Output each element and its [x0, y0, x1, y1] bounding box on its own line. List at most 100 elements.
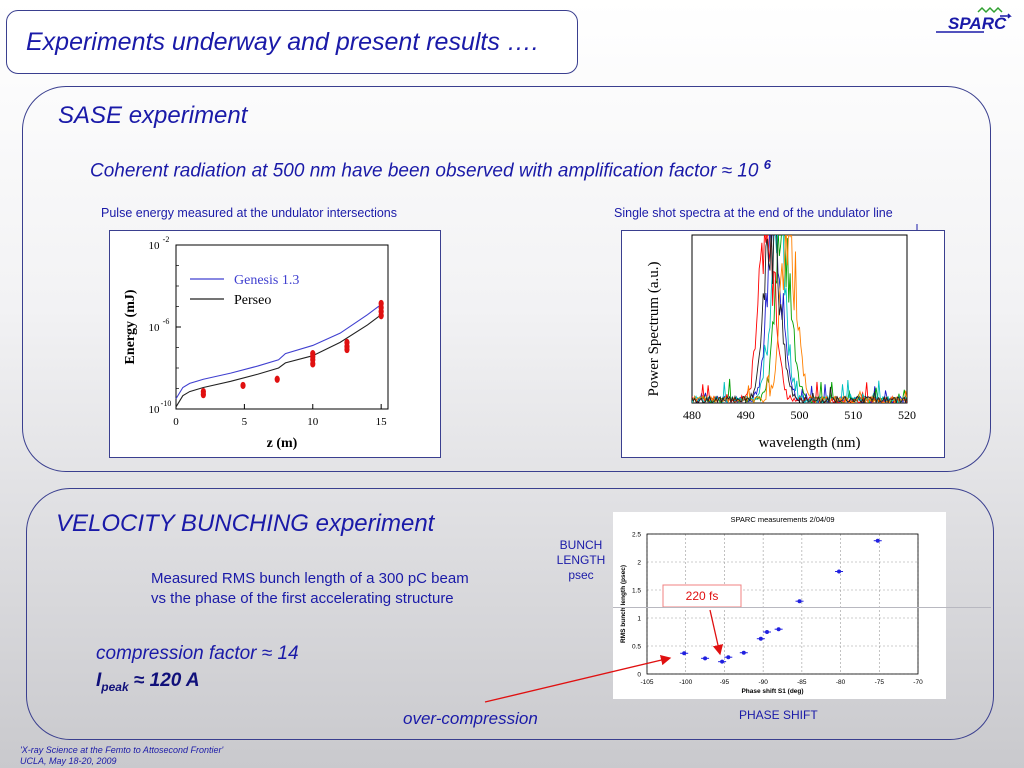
peak-current: Ipeak ≈ 120 A — [96, 670, 200, 694]
energy-measurement-point — [200, 391, 206, 399]
bunch-x-axis-label: Phase shift S1 (deg) — [741, 688, 803, 695]
bunch-data-point — [765, 630, 770, 634]
over-compression-label: over-compression — [403, 709, 538, 728]
bunch-data-point — [875, 538, 880, 543]
peak-current-symbol: I — [96, 670, 102, 691]
bunch-x-tick-label: -85 — [797, 679, 807, 686]
energy-x-tick-label: 5 — [242, 416, 248, 428]
bunch-y-tick-label: 2 — [637, 560, 641, 567]
bunch-data-point — [682, 651, 687, 656]
divider-line — [613, 607, 991, 608]
spectrum-x-tick-label: 500 — [791, 408, 809, 422]
sase-subtitle-exponent: 6 — [763, 157, 771, 172]
bunch-data-point — [837, 569, 842, 574]
sase-heading: SASE experiment — [58, 102, 248, 129]
energy-y-tick-label: 10 — [149, 404, 161, 416]
energy-figure: 0 5 10 15 10 -2 10 -6 10 -10 z (m) Energy (mJ) Genes… — [109, 230, 441, 458]
energy-plot-frame — [175, 244, 389, 410]
sase-subtitle-text: Coherent radiation at 500 nm have been o… — [90, 160, 759, 182]
bunch-x-tick-label: -95 — [720, 679, 730, 686]
bunch-y-tick-label: 0.5 — [632, 644, 641, 651]
bunch-length-figure: SPARC measurements 2/04/09 -105 -100 -95 -90… — [613, 512, 946, 699]
vb-description: Measured RMS bunch length of a 300 pC be… — [151, 569, 469, 609]
sase-panel — [22, 86, 991, 472]
energy-y-tick-exponent: -10 — [161, 399, 172, 408]
bunch-data-point — [758, 636, 763, 641]
energy-legend-entry: Perseo — [234, 293, 271, 308]
compression-factor: compression factor ≈ 14 — [96, 643, 299, 664]
energy-series-line — [175, 304, 382, 400]
spectrum-x-tick-label: 510 — [844, 408, 862, 422]
bunch-y-tick-label: 0 — [637, 672, 641, 679]
sparc-logo: SPARC — [936, 6, 1012, 33]
slide-title: Experiments underway and present results… — [26, 28, 539, 56]
energy-x-axis-label: z (m) — [267, 436, 298, 451]
energy-x-tick-label: 15 — [376, 416, 388, 428]
energy-x-tick-label: 0 — [173, 416, 179, 428]
spectrum-x-tick-label: 520 — [898, 408, 916, 422]
spectrum-x-tick-label: 490 — [737, 408, 755, 422]
energy-measurement-point — [310, 360, 316, 368]
bunch-length-label-line1: BUNCH — [559, 538, 603, 552]
title-box — [6, 10, 578, 74]
velocity-bunching-panel — [26, 488, 994, 740]
annotation-220fs-text: 220 fs — [686, 589, 719, 603]
energy-y-tick-label: 10 — [149, 322, 161, 334]
energy-y-axis-label: Energy (mJ) — [123, 289, 138, 364]
footer-line2: UCLA, May 18-20, 2009 — [20, 756, 117, 766]
phase-shift-label: PHASE SHIFT — [739, 708, 818, 722]
caption-pulse-energy: Pulse energy measured at the undulator i… — [101, 206, 398, 220]
over-compression-arrow — [484, 655, 672, 703]
energy-legend-entry: Genesis 1.3 — [234, 273, 299, 288]
bunch-y-axis-label: RMS bunch length (psec) — [620, 565, 627, 643]
bunch-plot-frame — [646, 533, 919, 675]
energy-x-tick-label: 10 — [307, 416, 319, 428]
caption-single-shot: Single shot spectra at the end of the un… — [614, 206, 893, 220]
energy-measurement-point — [240, 381, 246, 390]
bunch-x-tick-label: -100 — [679, 679, 692, 686]
footer-line1: 'X-ray Science at the Femto to Attosecon… — [20, 745, 224, 755]
bunch-length-chart: SPARC measurements 2/04/09 -105 -100 -95 -90… — [620, 515, 923, 695]
peak-current-subscript: peak — [101, 679, 129, 694]
energy-measurement-point — [274, 375, 280, 383]
spectrum-series-line — [692, 235, 907, 403]
bunch-data-point — [720, 659, 725, 664]
bunch-length-label-line2: LENGTH — [556, 553, 606, 567]
energy-series-line — [175, 314, 382, 408]
bunch-x-tick-label: -70 — [913, 679, 923, 686]
spectrum-series-line — [692, 235, 907, 403]
energy-y-tick-label: 10 — [149, 240, 161, 252]
spectrum-y-axis-label: Power Spectrum (a.u.) — [646, 262, 662, 397]
energy-measurement-point — [378, 312, 384, 320]
sase-subtitle: Coherent radiation at 500 nm have been o… — [90, 157, 771, 182]
bunch-length-label-line3: psec — [568, 568, 594, 582]
bunch-data-point — [703, 656, 708, 661]
bunch-chart-title: SPARC measurements 2/04/09 — [730, 515, 834, 524]
spectrum-chart: 480 490 500 510 520 wavelength (nm) Power Spec… — [646, 234, 916, 451]
vb-heading: VELOCITY BUNCHING experiment — [56, 510, 435, 537]
spectrum-series-line — [692, 235, 907, 403]
bunch-data-point — [726, 655, 731, 660]
footer: 'X-ray Science at the Femto to Attosecon… — [20, 745, 223, 767]
energy-y-tick-exponent: -2 — [163, 235, 170, 244]
energy-measurement-point — [344, 345, 350, 354]
annotation-220fs-arrow — [709, 609, 724, 656]
vb-description-line1: Measured RMS bunch length of a 300 pC be… — [151, 570, 469, 587]
peak-current-value: ≈ 120 A — [128, 670, 200, 691]
bunch-x-tick-label: -105 — [640, 679, 653, 686]
bunch-data-point — [741, 650, 746, 655]
bunch-y-tick-label: 2.5 — [632, 532, 641, 539]
energy-y-tick-exponent: -6 — [163, 317, 170, 326]
bunch-y-tick-label: 1.5 — [632, 588, 641, 595]
vb-description-line2: vs the phase of the first accelerating s… — [151, 590, 454, 607]
bunch-data-point — [776, 627, 781, 632]
spectrum-series-line — [692, 235, 907, 403]
logo-text: SPARC — [948, 14, 1007, 33]
spectrum-series-line — [692, 235, 907, 403]
bunch-x-tick-label: -90 — [758, 679, 768, 686]
over-compression-arrows — [484, 609, 724, 703]
bunch-y-tick-label: 1 — [637, 616, 641, 623]
bunch-data-point — [797, 599, 802, 604]
spectrum-x-tick-label: 480 — [683, 408, 701, 422]
spectrum-x-axis-label: wavelength (nm) — [758, 435, 860, 451]
